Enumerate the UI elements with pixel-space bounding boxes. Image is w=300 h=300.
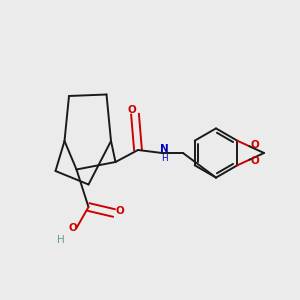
Text: N: N [160,143,169,154]
Text: O: O [250,156,259,166]
Text: H: H [161,154,168,163]
Text: O: O [115,206,124,216]
Text: O: O [250,140,259,150]
Text: H: H [57,235,65,245]
Text: O: O [128,105,136,116]
Text: O: O [68,223,77,233]
